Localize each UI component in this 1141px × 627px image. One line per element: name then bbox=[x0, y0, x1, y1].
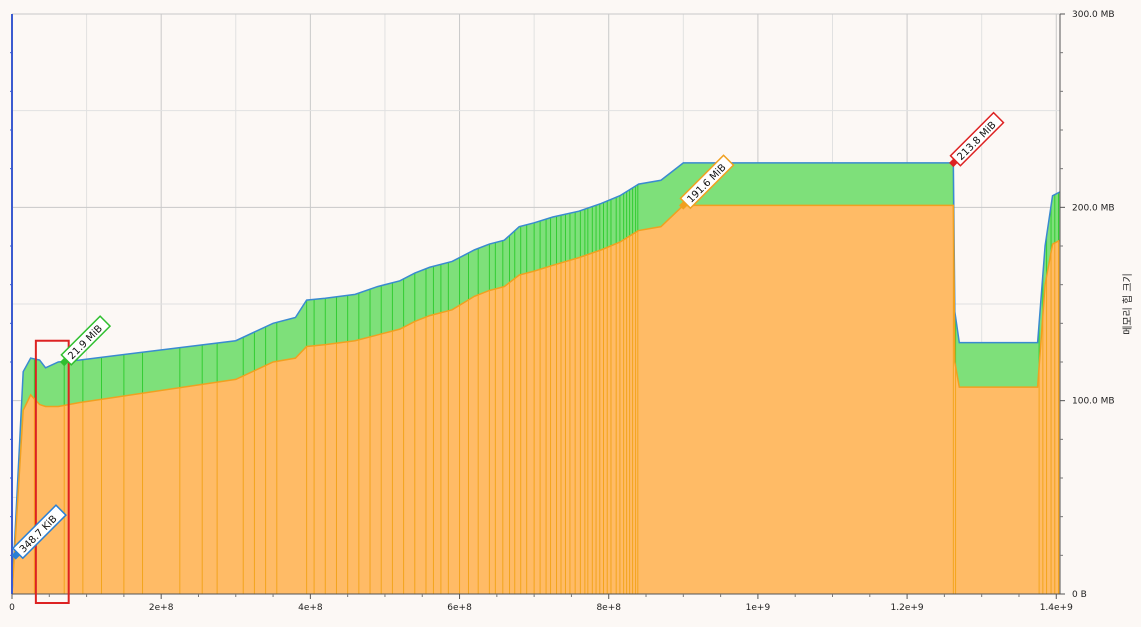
y-tick-label: 0 B bbox=[1072, 590, 1087, 600]
y-axis-title: 메모리 힙 크기 bbox=[1122, 273, 1134, 335]
callout-box bbox=[949, 111, 1005, 167]
x-tick-label: 2e+8 bbox=[149, 603, 174, 613]
y-tick-label: 100.0 MB bbox=[1072, 397, 1115, 407]
x-tick-label: 4e+8 bbox=[298, 603, 323, 613]
callout-label: 213.8 MiB bbox=[955, 120, 998, 163]
highlight-box bbox=[34, 339, 70, 604]
y-tick-label: 300.0 MB bbox=[1072, 10, 1115, 20]
series-area-1 bbox=[12, 205, 1060, 594]
x-tick-label: 0 bbox=[9, 603, 15, 613]
callout-tag: 213.8 MiB bbox=[949, 111, 1005, 167]
y-tick-label: 200.0 MB bbox=[1072, 203, 1115, 213]
callout-label: 21.9 MiB bbox=[66, 323, 105, 362]
x-tick-label: 1.4e+9 bbox=[1040, 603, 1073, 613]
x-tick-label: 1e+9 bbox=[746, 603, 771, 613]
callout-marker bbox=[59, 357, 69, 367]
x-tick-label: 1.2e+9 bbox=[891, 603, 924, 613]
x-tick-label: 8e+8 bbox=[596, 603, 621, 613]
callout-box bbox=[679, 154, 735, 210]
series-line-1 bbox=[11, 204, 1061, 595]
x-tick-label: 6e+8 bbox=[447, 603, 472, 613]
